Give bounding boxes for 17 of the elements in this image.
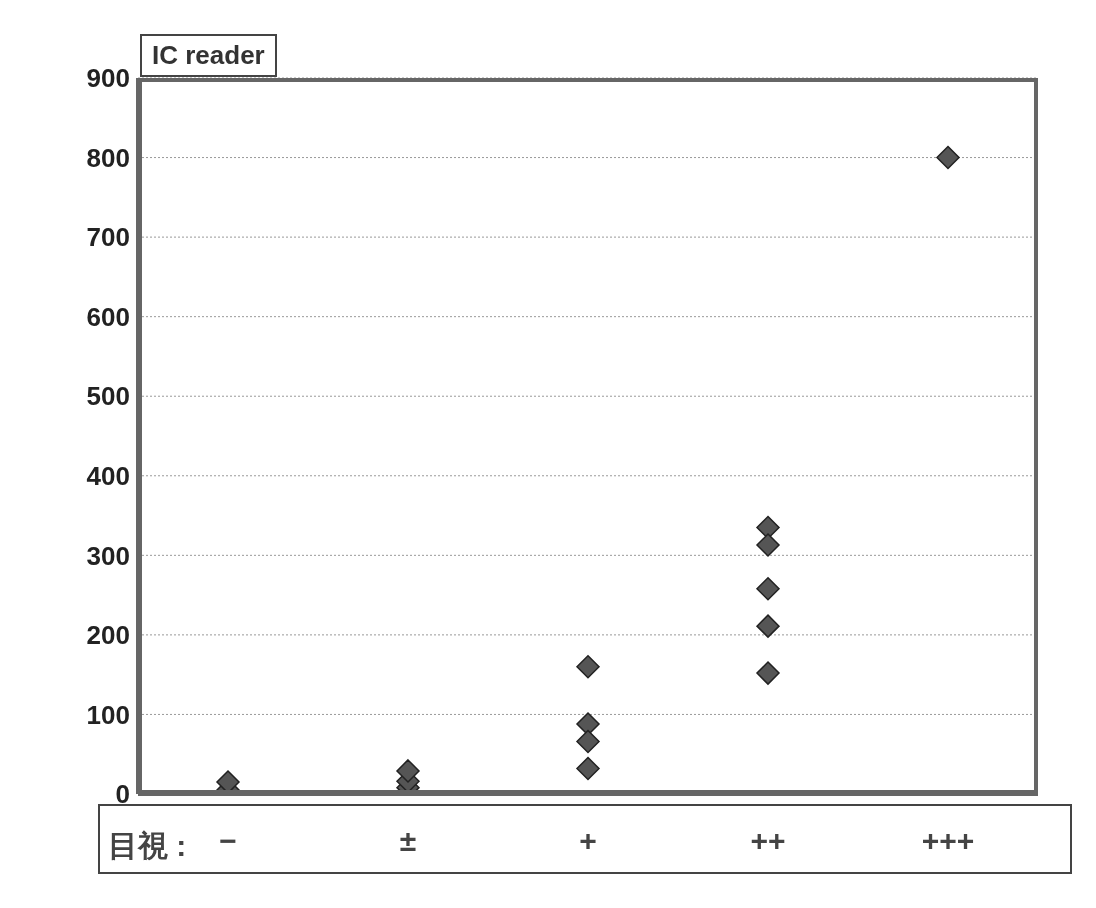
x-tick-label: ++ [750,824,786,858]
x-axis-title: 目視 : [108,828,187,864]
x-tick-label: + [579,824,597,858]
y-tick-label: 800 [86,142,130,173]
y-tick-label: 900 [86,63,130,94]
y-tick-label: 400 [86,461,130,492]
x-tick-label: ± [399,824,417,858]
y-tick-label: 700 [86,222,130,253]
y-tick-label: 200 [86,620,130,651]
y-tick-label: 500 [86,381,130,412]
y-tick-label: 0 [115,779,130,810]
y-tick-label: 100 [86,699,130,730]
y-tick-label: 600 [86,301,130,332]
x-tick-label: − [219,824,237,858]
x-tick-label: +++ [921,824,975,858]
y-tick-label: 300 [86,540,130,571]
y-axis-title: IC reader [140,34,277,77]
